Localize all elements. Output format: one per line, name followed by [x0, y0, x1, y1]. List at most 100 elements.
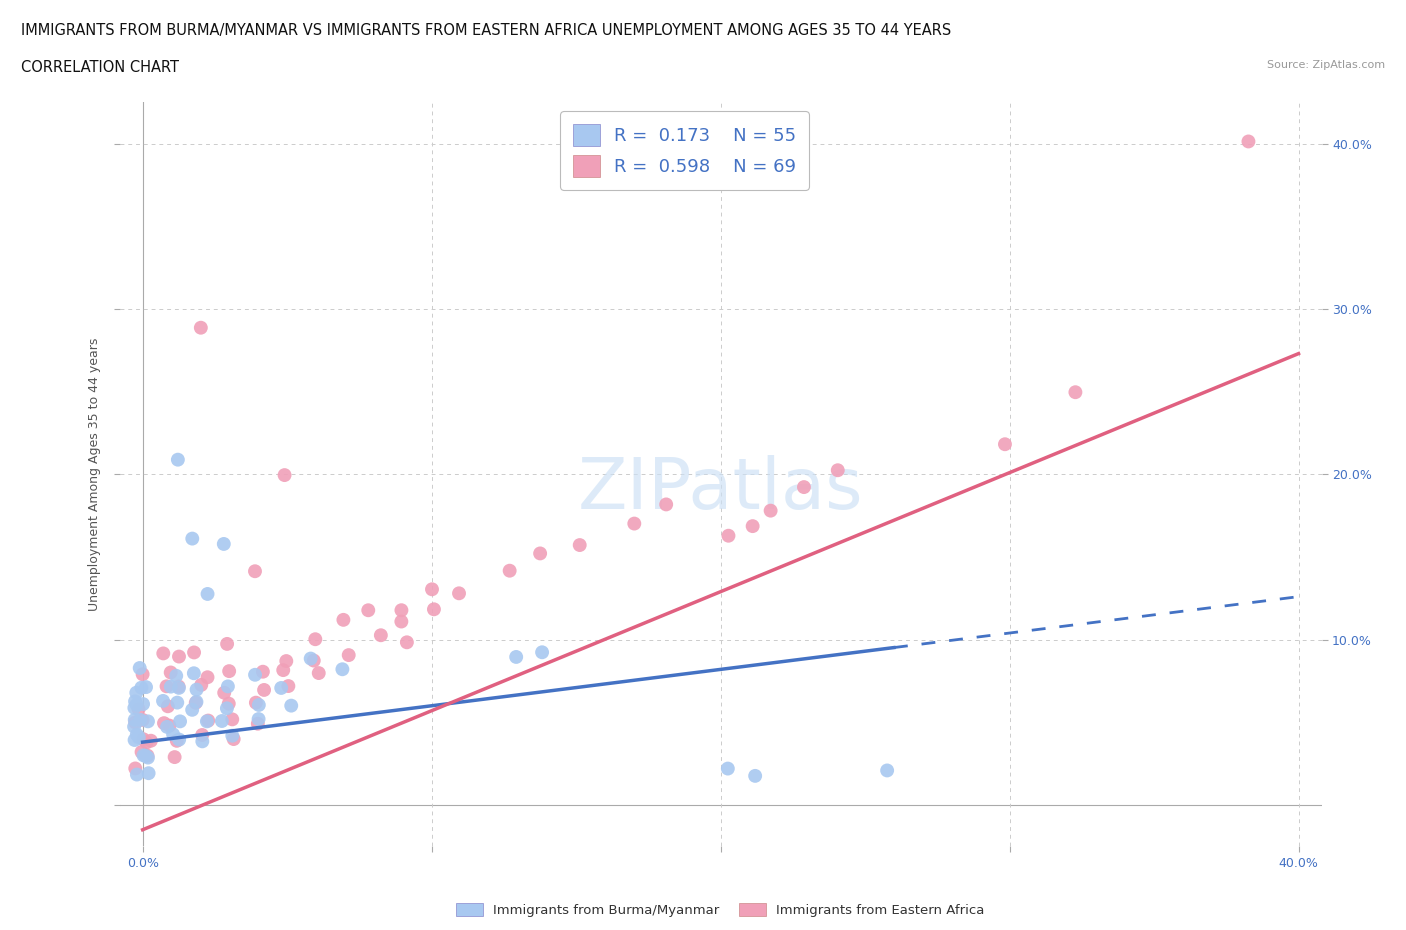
Point [190, 677, 212, 692]
Point [211, 713, 233, 728]
Legend: Immigrants from Burma/Myanmar, Immigrants from Eastern Africa: Immigrants from Burma/Myanmar, Immigrant… [451, 897, 990, 923]
Point [423, 602, 446, 617]
Point [391, 603, 413, 618]
Point [197, 587, 219, 602]
Text: IMMIGRANTS FROM BURMA/MYANMAR VS IMMIGRANTS FROM EASTERN AFRICA UNEMPLOYMENT AMO: IMMIGRANTS FROM BURMA/MYANMAR VS IMMIGRA… [21, 23, 952, 38]
Point [221, 728, 243, 743]
Point [184, 696, 207, 711]
Point [1237, 134, 1260, 149]
Point [505, 649, 527, 664]
Point [717, 761, 740, 776]
Point [125, 685, 148, 700]
Point [132, 697, 155, 711]
Point [212, 685, 235, 700]
Point [124, 761, 146, 776]
Point [304, 631, 326, 646]
Point [370, 628, 392, 643]
Point [138, 765, 160, 780]
Point [167, 452, 190, 467]
Point [1064, 385, 1087, 400]
Point [159, 665, 181, 680]
Point [131, 667, 153, 682]
Point [793, 480, 815, 495]
Point [152, 694, 174, 709]
Point [245, 696, 267, 711]
Point [270, 681, 292, 696]
Point [247, 711, 270, 726]
Point [124, 715, 146, 730]
Point [215, 701, 238, 716]
Point [156, 720, 179, 735]
Point [186, 695, 208, 710]
Point [131, 745, 153, 760]
Point [167, 649, 190, 664]
Point [156, 698, 179, 713]
Point [531, 644, 554, 659]
Point [395, 635, 418, 650]
Point [568, 538, 591, 552]
Point [136, 751, 159, 765]
Point [181, 531, 204, 546]
Point [337, 647, 360, 662]
Point [221, 712, 243, 727]
Point [190, 320, 212, 335]
Point [125, 727, 148, 742]
Point [623, 516, 645, 531]
Point [124, 712, 146, 727]
Point [247, 698, 270, 712]
Point [159, 679, 181, 694]
Point [741, 519, 763, 534]
Point [166, 734, 188, 749]
Point [276, 654, 298, 669]
Point [827, 463, 849, 478]
Point [122, 719, 145, 734]
Point [169, 714, 191, 729]
Point [299, 651, 322, 666]
Point [277, 679, 299, 694]
Point [876, 763, 898, 777]
Point [197, 670, 219, 684]
Point [994, 437, 1017, 452]
Text: Source: ZipAtlas.com: Source: ZipAtlas.com [1267, 60, 1385, 71]
Point [132, 732, 155, 747]
Point [212, 537, 235, 551]
Point [308, 666, 330, 681]
Point [243, 564, 266, 578]
Point [124, 733, 146, 748]
Text: CORRELATION CHART: CORRELATION CHART [21, 60, 179, 75]
Point [302, 653, 325, 668]
Point [135, 680, 157, 695]
Point [744, 768, 766, 783]
Point [155, 679, 177, 694]
Point [217, 636, 239, 651]
Point [136, 749, 159, 764]
Point [191, 727, 214, 742]
Y-axis label: Unemployment Among Ages 35 to 44 years: Unemployment Among Ages 35 to 44 years [87, 338, 101, 611]
Point [246, 716, 269, 731]
Point [389, 614, 412, 629]
Point [125, 698, 148, 712]
Point [135, 735, 157, 750]
Point [529, 546, 551, 561]
Point [420, 582, 443, 597]
Point [222, 732, 245, 747]
Point [280, 698, 302, 713]
Point [655, 497, 678, 512]
Point [197, 713, 219, 728]
Point [195, 714, 218, 729]
Point [357, 603, 380, 618]
Point [447, 586, 470, 601]
Point [332, 662, 354, 677]
Point [759, 503, 782, 518]
Point [183, 666, 205, 681]
Point [131, 680, 153, 695]
Point [163, 750, 186, 764]
Point [134, 749, 156, 764]
Point [167, 681, 190, 696]
Point [129, 712, 152, 727]
Point [191, 734, 214, 749]
Point [124, 700, 146, 715]
Point [253, 683, 276, 698]
Point [136, 714, 159, 729]
Point [243, 668, 266, 683]
